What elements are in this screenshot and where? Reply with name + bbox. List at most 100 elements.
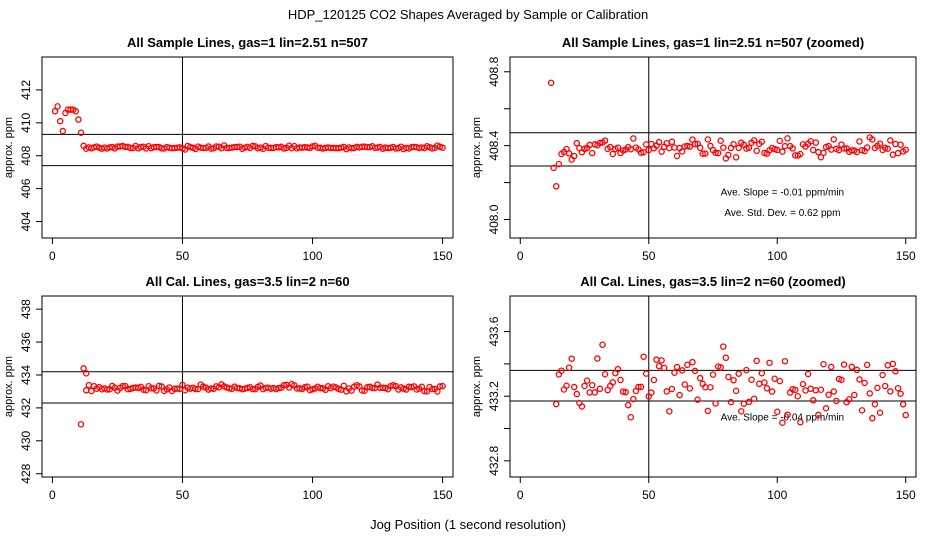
chart-panel-3: All Cal. Lines, gas=3.5 lin=2 n=60 0 50 100…: [3, 274, 454, 502]
data-point: [655, 362, 663, 370]
data-point: [428, 145, 436, 152]
data-point: [771, 375, 778, 383]
data-point: [439, 144, 446, 151]
data-point: [591, 389, 599, 396]
data-point: [637, 383, 645, 391]
data-point: [673, 363, 681, 371]
y-axis-label: approx. ppm: [471, 117, 483, 178]
annotation: Ave. Std. Dev. = 0.62 ppm: [724, 208, 840, 219]
x-tick-label: 100: [303, 488, 323, 502]
data-point: [863, 361, 871, 369]
y-tick-label: 434: [19, 365, 33, 385]
data-point: [59, 127, 67, 135]
data-point: [155, 382, 163, 390]
y-tick-label: 438: [19, 299, 33, 319]
data-point: [439, 382, 446, 390]
data-point: [799, 380, 807, 388]
data-point: [140, 386, 147, 393]
data-point: [570, 383, 578, 391]
data-point: [735, 144, 742, 152]
data-point: [174, 385, 181, 392]
data-point: [745, 398, 753, 406]
data-point: [704, 407, 712, 415]
x-tick-label: 150: [433, 488, 453, 502]
data-point: [866, 390, 873, 397]
data-point: [809, 397, 817, 404]
data-point: [851, 391, 858, 399]
data-point: [712, 400, 719, 407]
y-axis-label: approx. ppm: [3, 117, 15, 178]
data-point: [730, 377, 737, 384]
data-point: [583, 377, 591, 384]
data-point: [789, 145, 796, 152]
data-point: [825, 391, 832, 398]
data-point: [773, 408, 781, 416]
data-point: [738, 408, 745, 415]
data-point: [740, 400, 748, 407]
y-tick-label: 430: [19, 430, 33, 450]
data-point: [553, 400, 560, 408]
data-point: [784, 411, 791, 418]
data-point: [630, 135, 637, 142]
data-point: [830, 136, 838, 143]
data-point: [707, 384, 714, 391]
y-tick-label: 436: [19, 332, 33, 352]
x-tick-label: 50: [642, 249, 656, 263]
data-point: [553, 183, 560, 190]
data-point: [897, 141, 904, 148]
data-point: [671, 369, 678, 376]
data-point: [791, 386, 799, 394]
y-tick-label: 408.0: [487, 204, 501, 234]
x-tick-label: 0: [49, 488, 56, 502]
y-axis-label: approx. ppm: [471, 356, 483, 417]
data-point: [635, 383, 642, 391]
data-point: [622, 388, 629, 396]
data-point: [761, 379, 768, 386]
data-point: [653, 356, 660, 363]
data-point: [702, 150, 709, 157]
data-point: [558, 367, 565, 374]
data-point: [730, 140, 737, 148]
data-point: [750, 137, 758, 144]
data-point: [565, 150, 573, 157]
x-tick-label: 50: [176, 249, 190, 263]
data-point: [51, 108, 59, 115]
data-point: [614, 365, 622, 373]
data-point: [768, 388, 776, 395]
data-point: [686, 385, 694, 392]
data-point: [750, 395, 758, 402]
y-tick-label: 412: [19, 80, 33, 100]
data-point: [838, 376, 845, 384]
data-point: [889, 151, 897, 158]
data-point: [676, 391, 683, 399]
data-point: [876, 409, 884, 416]
data-point: [827, 363, 835, 371]
x-axis-label: Jog Position (1 second resolution): [370, 517, 566, 532]
data-point: [275, 384, 282, 392]
panel-title: All Cal. Lines, gas=3.5 lin=2 n=60: [145, 274, 349, 289]
data-point: [743, 366, 750, 374]
data-point: [735, 370, 742, 377]
data-point: [666, 144, 673, 152]
data-point: [766, 359, 773, 367]
data-point: [77, 421, 85, 428]
y-axis-label: approx. ppm: [3, 356, 15, 417]
data-point: [732, 387, 740, 395]
y-tick-label: 432: [19, 398, 33, 418]
data-point: [249, 385, 256, 393]
data-point: [56, 117, 64, 125]
data-point: [630, 395, 637, 403]
data-point: [833, 397, 840, 405]
data-point: [802, 387, 809, 394]
data-point: [85, 381, 93, 389]
data-point: [899, 401, 907, 408]
data-point: [797, 418, 804, 426]
plot-frame: [509, 295, 917, 478]
data-point: [666, 408, 673, 415]
data-point: [563, 382, 570, 389]
data-point: [809, 146, 817, 154]
data-point: [573, 139, 581, 147]
data-point: [192, 385, 199, 393]
data-point: [840, 361, 848, 368]
